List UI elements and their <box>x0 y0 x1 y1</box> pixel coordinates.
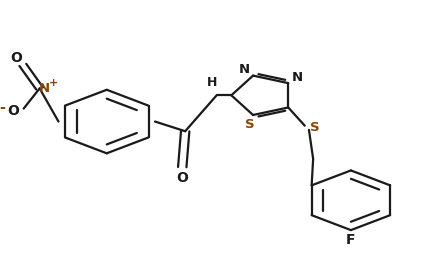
Text: O: O <box>7 104 19 118</box>
Text: H: H <box>207 76 218 89</box>
Text: O: O <box>11 51 22 65</box>
Text: S: S <box>311 121 320 134</box>
Text: N: N <box>39 82 50 95</box>
Text: O: O <box>176 171 188 185</box>
Text: +: + <box>49 78 58 88</box>
Text: F: F <box>346 233 356 247</box>
Text: -: - <box>0 100 6 115</box>
Text: N: N <box>238 63 249 76</box>
Text: S: S <box>245 118 254 131</box>
Text: N: N <box>292 71 303 83</box>
